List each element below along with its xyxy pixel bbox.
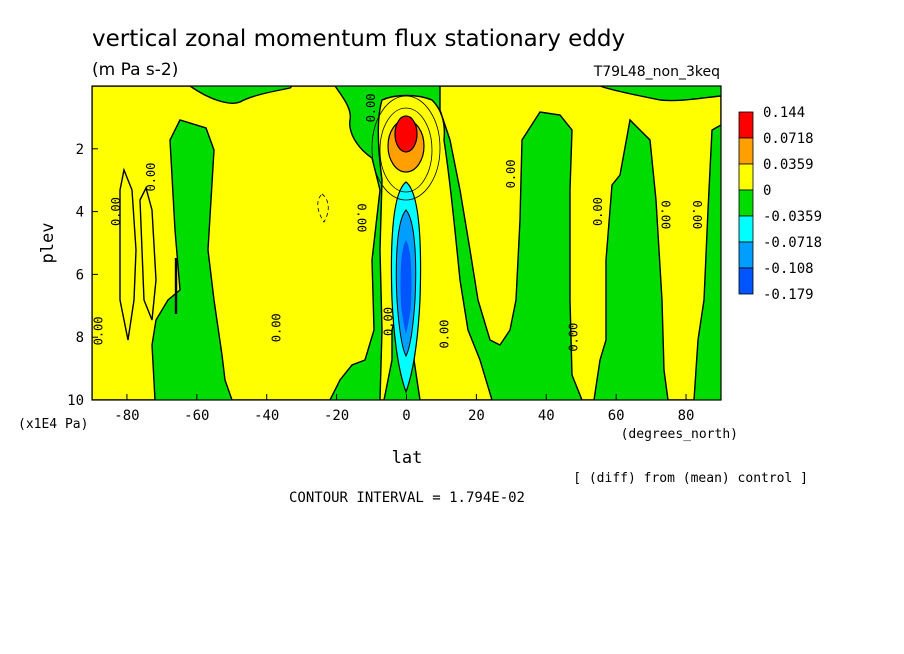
experiment-label: T79L48_non_3keq [593, 64, 720, 80]
y-tick-label: 10 [67, 393, 84, 409]
y-tick-label: 2 [76, 142, 84, 158]
contour-label: 0.00 [437, 320, 451, 349]
x-tick-label: -40 [254, 408, 279, 424]
contour-label: 0.00 [364, 94, 378, 123]
colorbar-label: 0.0718 [763, 131, 814, 147]
x-tick-label: -20 [324, 408, 349, 424]
y-axis: 2 4 6 8 10 [67, 142, 98, 409]
positive-field [92, 86, 721, 400]
x-tick-label: 80 [678, 408, 695, 424]
colorbar-label: -0.0718 [763, 235, 822, 251]
contour-label: 0.00 [109, 197, 123, 226]
deep-blue-column [400, 240, 412, 334]
contour-label: 0.00 [591, 197, 605, 226]
contour-labels: 0.00 0.00 0.00 0.00 0.00 0.00 0.00 0.00 0.00 0.00… [91, 94, 704, 352]
yellow-strip-sw [139, 186, 157, 321]
colorbar-swatch [738, 215, 754, 243]
contour-label: 0.00 [270, 313, 284, 342]
colorbar-label: 0.144 [763, 105, 805, 121]
dashed-contour [317, 193, 329, 223]
colorbar-label: -0.108 [763, 261, 814, 277]
yellow-region-west [92, 86, 381, 400]
colorbar-label: 0 [763, 183, 771, 199]
colorbar-swatch [738, 241, 754, 269]
comparison-note: [ (diff) from (mean) control ] [573, 471, 808, 486]
contour-interval: CONTOUR INTERVAL = 1.794E-02 [289, 490, 525, 506]
colorbar-swatch [738, 111, 754, 139]
y-tick-label: 8 [76, 330, 84, 346]
y-tick-label: 6 [76, 267, 84, 283]
chart-title: vertical zonal momentum flux stationary … [92, 26, 625, 52]
contour-label: 0.00 [382, 307, 396, 336]
colorbar: 0.144 0.0718 0.0359 0 -0.0359 -0.0718 -0.108 -0… [738, 105, 822, 303]
chart-units: (m Pa s-2) [92, 60, 178, 80]
x-tick-label: 60 [608, 408, 625, 424]
colorbar-swatch [738, 267, 754, 295]
colorbar-swatch [738, 163, 754, 191]
y-tick-label: 4 [76, 205, 84, 221]
x-axis: -80 -60 -40 -20 0 20 40 60 80 [114, 394, 694, 424]
x-tick-label: 0 [402, 408, 410, 424]
colorbar-swatch [738, 137, 754, 165]
y-axis-units: (x1E4 Pa) [18, 417, 88, 432]
yellow-strip-west [119, 167, 137, 341]
max-contours [371, 95, 441, 201]
yellow-region-east [439, 86, 721, 400]
colorbar-label: 0.0359 [763, 157, 814, 173]
colorbar-label: -0.0359 [763, 209, 822, 225]
red-core [394, 115, 418, 153]
y-axis-label: plev [38, 223, 58, 264]
x-tick-label: -60 [184, 408, 209, 424]
colorbar-label: -0.179 [763, 287, 814, 303]
x-axis-units: (degrees_north) [621, 427, 738, 442]
contour-label: 0.00 [355, 203, 369, 232]
plot-area: 0.00 0.00 0.00 0.00 0.00 0.00 0.00 0.00 0.00 0.00… [91, 86, 721, 400]
contour-label: 0.00 [91, 316, 105, 345]
contour-label: 0.00 [504, 159, 518, 188]
colorbar-swatch [738, 189, 754, 217]
x-tick-label: -80 [114, 408, 139, 424]
contour-label: 0.00 [567, 323, 581, 352]
x-tick-label: 20 [468, 408, 485, 424]
contour-label: 0.00 [690, 200, 704, 229]
contour-label: 0.00 [144, 163, 158, 192]
x-axis-label: lat [392, 448, 423, 468]
x-tick-label: 40 [538, 408, 555, 424]
contour-label: 0.00 [659, 200, 673, 229]
